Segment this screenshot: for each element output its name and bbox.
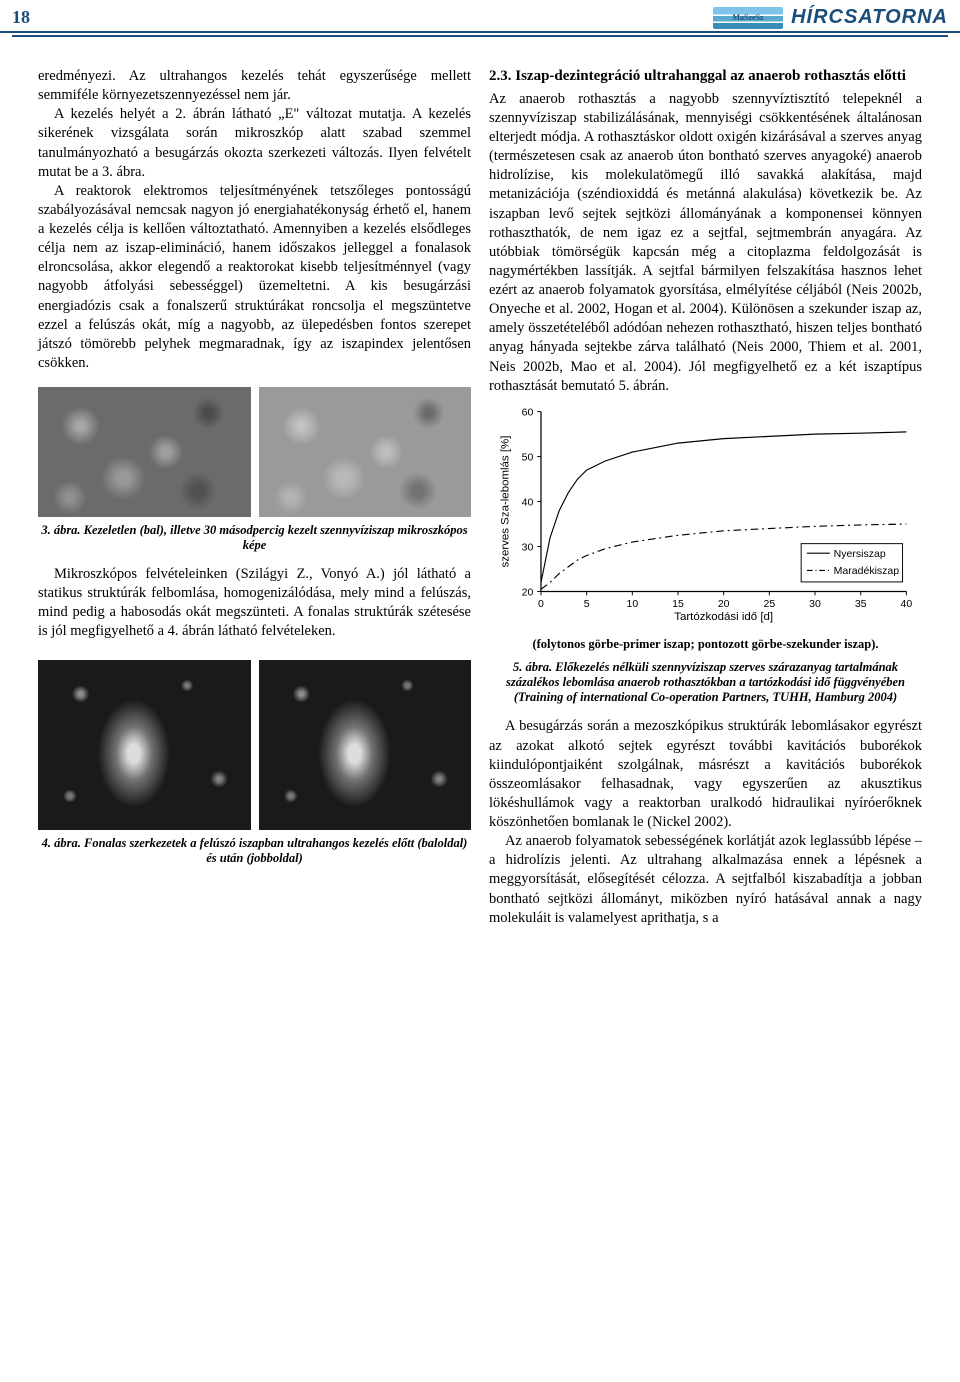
fig4-left-micrograph [38, 660, 251, 830]
svg-text:35: 35 [855, 598, 867, 610]
svg-text:20: 20 [718, 598, 730, 610]
left-para-4: Mikroszkópos felvételeinken (Szilágyi Z.… [38, 565, 471, 642]
svg-text:60: 60 [522, 406, 534, 418]
figure-3-images [38, 387, 471, 517]
svg-text:szerves Sza-lebomlás [%]: szerves Sza-lebomlás [%] [499, 435, 511, 567]
figure-5-chart: 0 5 10 15 20 25 30 35 40 20 30 40 50 60 Tartózkodási i… [489, 404, 922, 624]
right-para-2: A besugárzás során a mezoszkópikus struk… [489, 717, 922, 832]
svg-text:0: 0 [538, 598, 544, 610]
figure-5-note: (folytonos görbe-primer iszap; pontozott… [489, 636, 922, 653]
page-header: 18 MaSzeSz HÍRCSATORNA [0, 0, 960, 33]
figure-5-chart-wrap: 0 5 10 15 20 25 30 35 40 20 30 40 50 60 Tartózkodási i… [489, 404, 922, 630]
svg-text:10: 10 [626, 598, 638, 610]
left-para-1: eredményezi. Az ultrahangos kezelés tehá… [38, 67, 471, 105]
svg-text:15: 15 [672, 598, 684, 610]
brand-logo: MaSzeSz [713, 7, 783, 29]
fig4-right-micrograph [259, 660, 472, 830]
left-para-3: A reaktorok elektromos teljesítményének … [38, 182, 471, 373]
svg-text:5: 5 [584, 598, 590, 610]
svg-text:50: 50 [522, 451, 534, 463]
section-2-3-title: 2.3. Iszap-dezintegráció ultrahanggal az… [489, 67, 922, 86]
right-column: 2.3. Iszap-dezintegráció ultrahanggal az… [489, 67, 922, 928]
svg-text:30: 30 [809, 598, 821, 610]
figure-4-images [38, 660, 471, 830]
figure-5-caption: 5. ábra. Előkezelés nélküli szennyvízisz… [489, 660, 922, 705]
svg-text:40: 40 [901, 598, 913, 610]
fig3-left-micrograph [38, 387, 251, 517]
svg-text:Nyersiszap: Nyersiszap [834, 548, 886, 560]
svg-text:30: 30 [522, 541, 534, 553]
page-number: 18 [12, 7, 30, 28]
left-para-2: A kezelés helyét a 2. ábrán látható „E" … [38, 105, 471, 182]
brand-block: MaSzeSz HÍRCSATORNA [713, 6, 948, 29]
brand-text: HÍRCSATORNA [791, 6, 948, 29]
figure-4-caption: 4. ábra. Fonalas szerkezetek a felúszó i… [38, 836, 471, 866]
svg-text:Tartózkodási idő [d]: Tartózkodási idő [d] [674, 611, 773, 623]
svg-text:Maradékiszap: Maradékiszap [834, 565, 900, 577]
svg-text:40: 40 [522, 496, 534, 508]
fig3-right-micrograph [259, 387, 472, 517]
svg-text:25: 25 [763, 598, 775, 610]
figure-3-caption: 3. ábra. Kezeletlen (bal), illetve 30 má… [38, 523, 471, 553]
right-para-3: Az anaerob folyamatok sebességének korlá… [489, 832, 922, 928]
right-para-1: Az anaerob rothasztás a nagyobb szennyví… [489, 90, 922, 396]
left-column: eredményezi. Az ultrahangos kezelés tehá… [38, 67, 471, 928]
content-columns: eredményezi. Az ultrahangos kezelés tehá… [0, 37, 960, 938]
svg-text:20: 20 [522, 586, 534, 598]
